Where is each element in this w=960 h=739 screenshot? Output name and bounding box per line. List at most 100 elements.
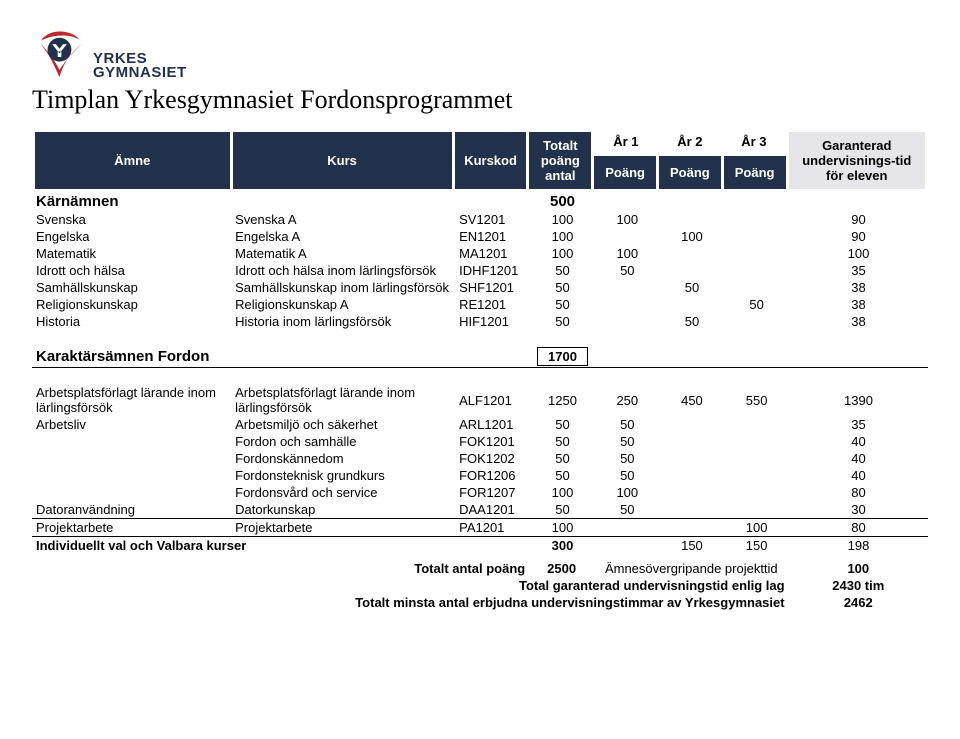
- hdr-poang2: Poäng: [657, 155, 722, 191]
- minsta: 2462: [789, 594, 928, 611]
- sec1-row-amne: Idrott och hälsa: [32, 262, 231, 279]
- hdr-ar3: År 3: [722, 131, 787, 155]
- table-row: ReligionskunskapReligionskunskap ARE1201…: [32, 296, 928, 313]
- projekt-kurs: Projektarbete: [231, 519, 455, 537]
- sec2-row-y2: 450: [660, 384, 725, 416]
- sec2-row-y2: [660, 501, 725, 519]
- sec2-row-y3: [724, 484, 789, 501]
- sec2-row-y2: [660, 467, 725, 484]
- sec1-row-tot: 50: [530, 313, 595, 330]
- data-table: Kärnämnen 500 SvenskaSvenska ASV12011001…: [32, 192, 928, 554]
- sec2-row-g: 40: [789, 433, 928, 450]
- sec2-row-kurs: Fordonsteknisk grundkurs: [231, 467, 455, 484]
- sec1-row-kod: EN1201: [455, 228, 530, 245]
- totpoang: 2500: [529, 560, 594, 577]
- sec1-row-y2: [660, 296, 725, 313]
- sec2-row-y3: [724, 467, 789, 484]
- sec1-row-kod: HIF1201: [455, 313, 530, 330]
- sec2-row-tot: 1250: [530, 384, 595, 416]
- sec1-row-kurs: Religionskunskap A: [231, 296, 455, 313]
- sec2-row-y1: 100: [595, 484, 660, 501]
- garant: 2430 tim: [789, 577, 928, 594]
- sec2-row-tot: 50: [530, 501, 595, 519]
- table-row: Idrott och hälsaIdrott och hälsa inom lä…: [32, 262, 928, 279]
- sec1-row-amne: Religionskunskap: [32, 296, 231, 313]
- logo-mark: [32, 24, 87, 79]
- projekt-y1: [595, 519, 660, 537]
- sec1-row-y1: [595, 296, 660, 313]
- sec1-row-y1: [595, 228, 660, 245]
- projekt-tot: 100: [530, 519, 595, 537]
- sec1-row-g: 90: [789, 228, 928, 245]
- individ-row: Individuellt val och Valbara kurser 300 …: [32, 537, 928, 555]
- sec1-row-kod: SHF1201: [455, 279, 530, 296]
- individ-label: Individuellt val och Valbara kurser: [32, 537, 530, 555]
- sec2-row-y1: 50: [595, 416, 660, 433]
- table-row: Fordonsvård och serviceFOR120710010080: [32, 484, 928, 501]
- sec2-row-kod: ALF1201: [455, 384, 530, 416]
- sec2-row-g: 30: [789, 501, 928, 519]
- sec2-row-amne: Arbetsplatsförlagt lärande inom lärlings…: [32, 384, 231, 416]
- sec2-row-kurs: Arbetsmiljö och säkerhet: [231, 416, 455, 433]
- sec1-row-y3: [724, 211, 789, 228]
- sec2-row-tot: 50: [530, 450, 595, 467]
- sec2-row-y2: [660, 484, 725, 501]
- table-row: HistoriaHistoria inom lärlingsförsökHIF1…: [32, 313, 928, 330]
- sec1-row-kurs: Historia inom lärlingsförsök: [231, 313, 455, 330]
- sec1-row-kod: SV1201: [455, 211, 530, 228]
- column-header-table: Ämne Kurs Kurskod Totalt poäng antal År …: [32, 129, 928, 192]
- sec1-row-amne: Engelska: [32, 228, 231, 245]
- table-row: SamhällskunskapSamhällskunskap inom lärl…: [32, 279, 928, 296]
- sec1-row-y3: [724, 228, 789, 245]
- sec2-row-amne: [32, 484, 231, 501]
- hdr-amne: Ämne: [34, 131, 232, 191]
- sec2-row-kurs: Arbetsplatsförlagt lärande inom lärlings…: [231, 384, 455, 416]
- projekt-row: Projektarbete Projektarbete PA1201 100 1…: [32, 519, 928, 537]
- sec1-row-tot: 100: [530, 245, 595, 262]
- sec2-row-kurs: Fordonsvård och service: [231, 484, 455, 501]
- logo-block: YRKES GYMNASIET: [32, 24, 928, 79]
- projekt-amne: Projektarbete: [32, 519, 231, 537]
- section-karaktarsamnen-row: Karaktärsämnen Fordon 1700: [32, 346, 928, 368]
- hdr-garanterad: Garanterad undervisnings-tid för eleven: [787, 131, 926, 191]
- hdr-ar2: År 2: [657, 131, 722, 155]
- hdr-ar1: År 1: [593, 131, 658, 155]
- table-row: EngelskaEngelska AEN120110010090: [32, 228, 928, 245]
- sec2-row-y2: [660, 450, 725, 467]
- sec1-row-kurs: Samhällskunskap inom lärlingsförsök: [231, 279, 455, 296]
- sec1-row-y2: 100: [660, 228, 725, 245]
- section-karnamnen-row: Kärnämnen 500: [32, 192, 928, 211]
- sec1-row-kod: IDHF1201: [455, 262, 530, 279]
- sec1-row-y2: 50: [660, 279, 725, 296]
- sec1-row-kurs: Idrott och hälsa inom lärlingsförsök: [231, 262, 455, 279]
- sec1-row-g: 38: [789, 296, 928, 313]
- sec1-row-kod: RE1201: [455, 296, 530, 313]
- sec2-row-tot: 50: [530, 416, 595, 433]
- hdr-poang1: Poäng: [593, 155, 658, 191]
- sec1-row-kurs: Engelska A: [231, 228, 455, 245]
- sec1-row-y1: 100: [595, 211, 660, 228]
- table-row: Fordon och samhälleFOK1201505040: [32, 433, 928, 450]
- brand-line2: GYMNASIET: [93, 66, 187, 80]
- sec1-row-amne: Samhällskunskap: [32, 279, 231, 296]
- sec1-row-y3: [724, 279, 789, 296]
- sec1-row-tot: 50: [530, 262, 595, 279]
- sec1-row-y3: 50: [724, 296, 789, 313]
- sec1-row-y3: [724, 313, 789, 330]
- sec1-row-g: 90: [789, 211, 928, 228]
- sec1-row-tot: 50: [530, 296, 595, 313]
- sec2-row-y3: 550: [724, 384, 789, 416]
- sec2-row-y3: [724, 416, 789, 433]
- table-row: Arbetsplatsförlagt lärande inom lärlings…: [32, 384, 928, 416]
- sec2-row-tot: 50: [530, 433, 595, 450]
- individ-g: 198: [789, 537, 928, 555]
- sec1-row-y1: [595, 279, 660, 296]
- sec2-total: 1700: [537, 347, 588, 366]
- sec1-row-kurs: Matematik A: [231, 245, 455, 262]
- sec2-row-kurs: Datorkunskap: [231, 501, 455, 519]
- table-row: FordonskännedomFOK1202505040: [32, 450, 928, 467]
- sec1-row-amne: Svenska: [32, 211, 231, 228]
- sec1-title: Kärnämnen: [32, 192, 530, 211]
- sec1-row-y2: [660, 262, 725, 279]
- table-row: SvenskaSvenska ASV120110010090: [32, 211, 928, 228]
